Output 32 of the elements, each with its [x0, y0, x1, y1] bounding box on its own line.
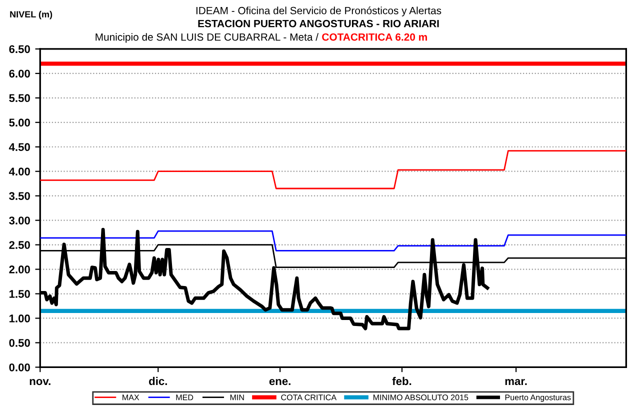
x-tick-label: ene. [269, 378, 290, 386]
y-tick-label: 1.50 [9, 290, 30, 298]
line-series [40, 230, 626, 252]
x-tick-label: mar. [505, 378, 527, 386]
y-tick-label: 3.00 [9, 216, 30, 224]
y-tick-label: 3.50 [9, 192, 30, 200]
y-tick-label: 2.50 [9, 241, 30, 249]
x-tick-label: feb. [392, 376, 412, 386]
y-tick-label: 6.50 [9, 45, 30, 54]
y-axis-title: NIVEL (m) [10, 10, 52, 20]
y-tick-label: 1.00 [9, 314, 30, 322]
legend-label: MAX [122, 394, 140, 400]
y-tick-label: 0.00 [9, 363, 30, 372]
text: COTACRITICA 6.20 m [322, 33, 427, 41]
legend-label: Puerto Angosturas [505, 394, 571, 402]
y-tick-label: 6.00 [9, 70, 30, 78]
y-tick-label: 5.50 [9, 94, 30, 102]
legend-label: MED [176, 394, 194, 400]
y-tick-label: 0.50 [9, 338, 30, 347]
legend-label: MIN [230, 394, 244, 400]
y-tick-label: 4.50 [8, 143, 30, 152]
chart-title: IDEAM - Oficina del Servicio de Pronósticos y Alertas [196, 6, 442, 16]
x-tick-label: dic. [149, 376, 167, 386]
text: Municipio de SAN LUIS DE CUBARRAL - Meta / [96, 33, 319, 43]
x-tick-label: nov. [30, 378, 50, 386]
y-tick-label: 4.00 [8, 168, 30, 176]
y-tick-label: 5.00 [9, 118, 30, 127]
legend-label: MINIMO ABSOLUTO 2015 [373, 394, 468, 400]
y-tick-label: 2.00 [9, 266, 30, 274]
chart-subtitle: ESTACION PUERTO ANGOSTURAS - RIO ARIARI [198, 20, 439, 28]
line-series [40, 150, 626, 190]
legend-label: COTA CRITICA [281, 394, 337, 400]
